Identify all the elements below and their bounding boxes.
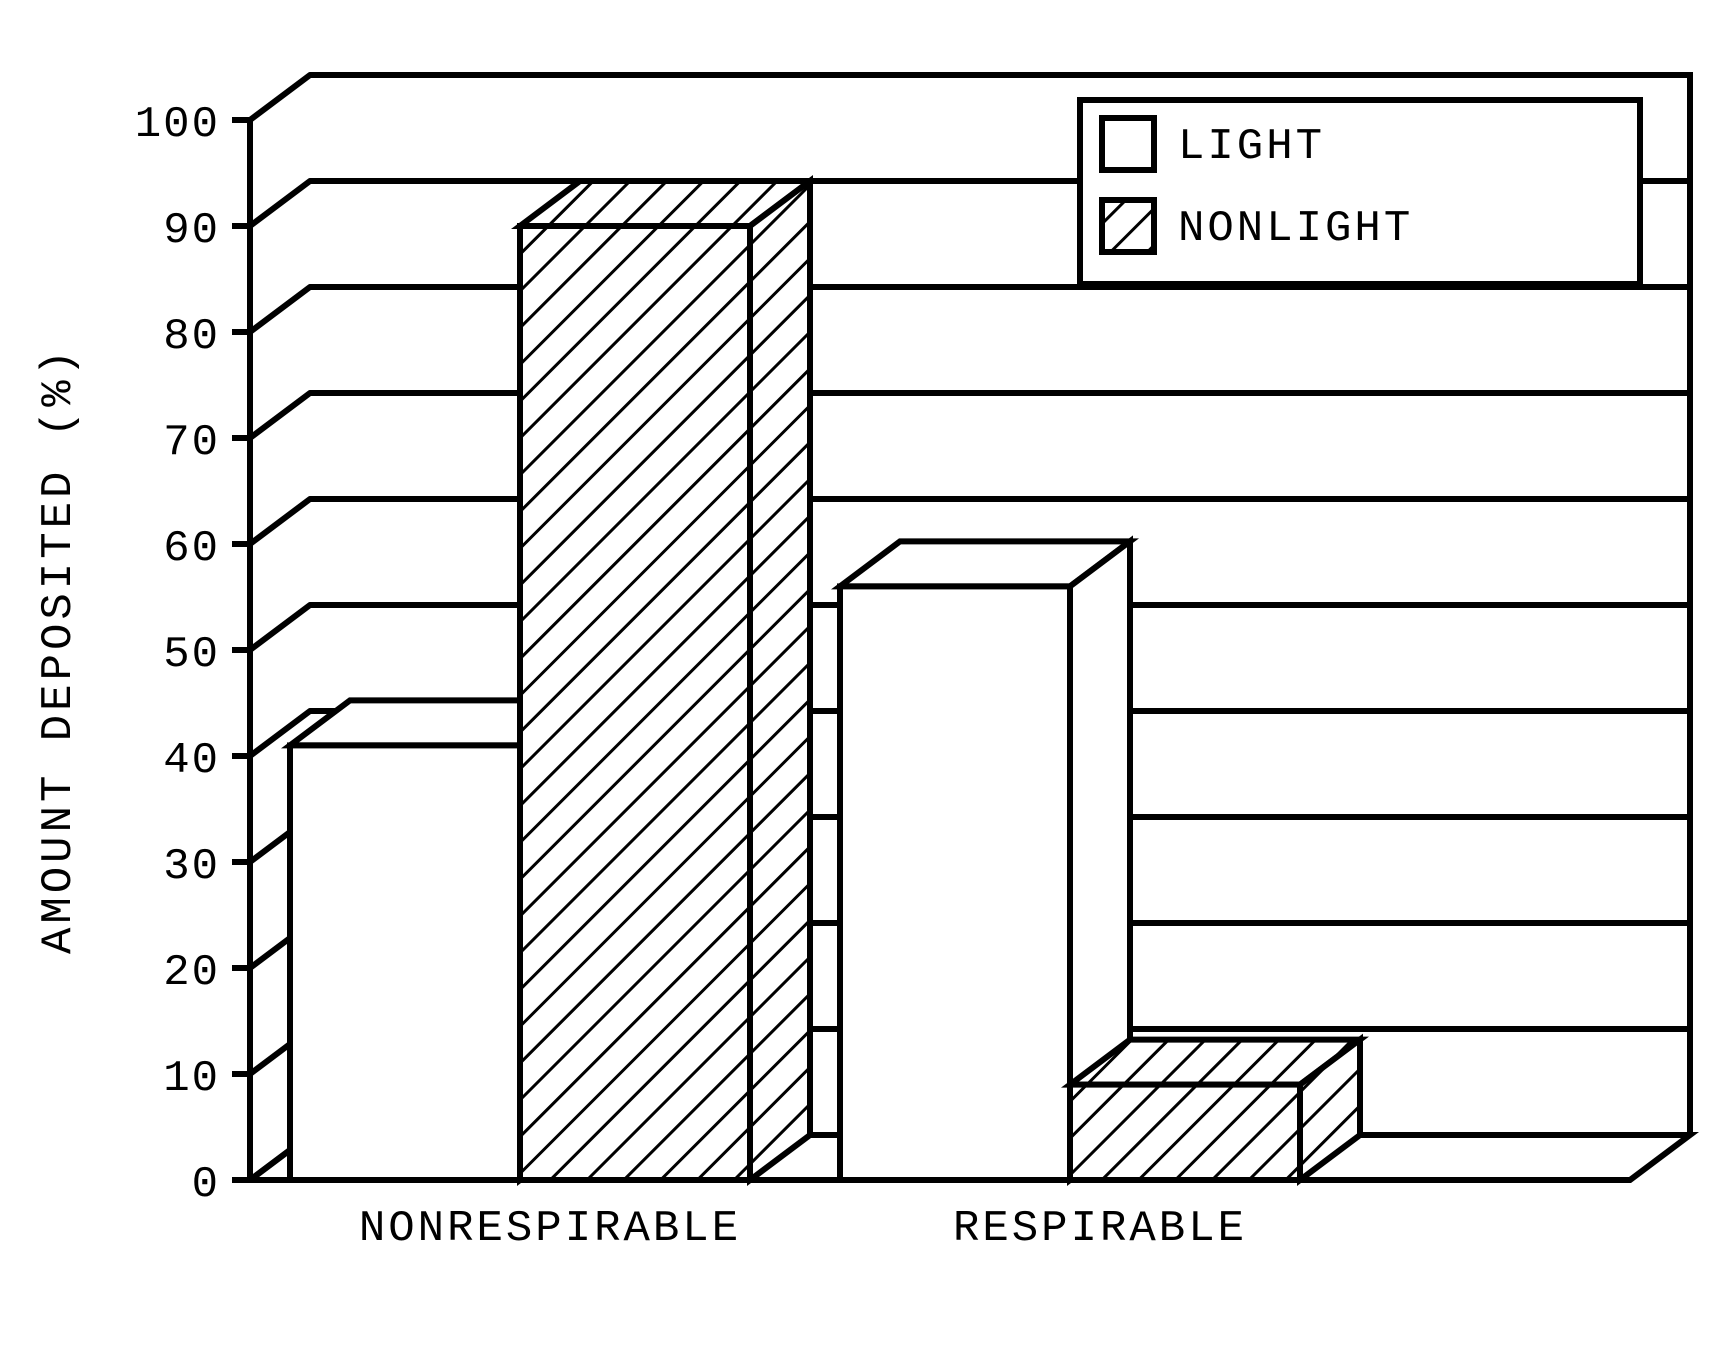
ytick-label: 0 xyxy=(192,1160,220,1210)
legend-swatch xyxy=(1102,118,1154,170)
ytick-label: 30 xyxy=(163,842,220,892)
ytick-label: 50 xyxy=(163,630,220,680)
ytick-label: 10 xyxy=(163,1054,220,1104)
ytick-label: 20 xyxy=(163,948,220,998)
y-axis-label: AMOUNT DEPOSITED (%) xyxy=(34,346,84,954)
ytick-label: 80 xyxy=(163,312,220,362)
legend-swatch xyxy=(1102,200,1154,252)
legend-label: NONLIGHT xyxy=(1178,204,1413,254)
bar-RESPIRABLE-NONLIGHT xyxy=(1070,1040,1360,1180)
ytick-label: 70 xyxy=(163,418,220,468)
y-axis: 0 10 20 30 40 50 60 70 80 90 100 xyxy=(135,100,250,1210)
bar-chart-3d: 0 10 20 30 40 50 60 70 80 90 100 AMOUNT DEPOSITED (… xyxy=(0,0,1712,1351)
legend-label: LIGHT xyxy=(1178,122,1325,172)
ytick-label: 60 xyxy=(163,524,220,574)
chart-svg: 0 10 20 30 40 50 60 70 80 90 100 AMOUNT DEPOSITED (… xyxy=(0,0,1712,1346)
legend: LIGHT NONLIGHT xyxy=(1080,100,1640,284)
ytick-label: 40 xyxy=(163,736,220,786)
category-label: RESPIRABLE xyxy=(953,1204,1247,1254)
ytick-label: 90 xyxy=(163,206,220,256)
ytick-label: 100 xyxy=(135,100,220,150)
bar-NONRESPIRABLE-NONLIGHT xyxy=(520,181,810,1180)
category-label: NONRESPIRABLE xyxy=(359,1204,741,1254)
